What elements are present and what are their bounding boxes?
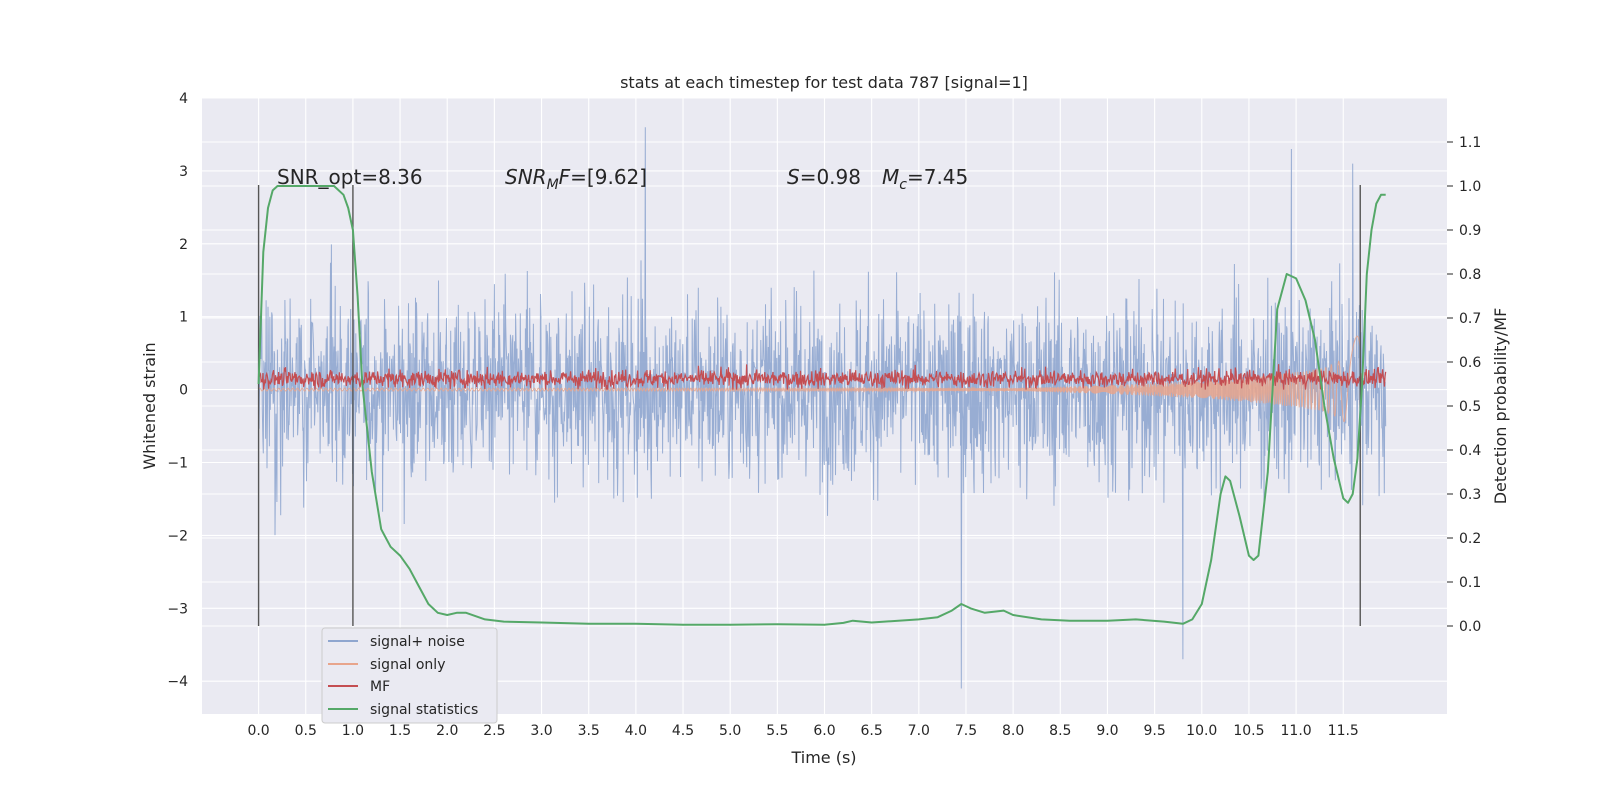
x-axis-label: Time (s)	[790, 748, 856, 767]
signal-only-line	[258, 335, 1361, 423]
legend-label-signal-noise: signal+ noise	[370, 634, 465, 650]
x-tick-label: 4.0	[625, 723, 647, 739]
y2-tick-label: 0.0	[1459, 619, 1481, 635]
x-tick-label: 11.0	[1281, 723, 1312, 739]
y2-tick-label: 0.8	[1459, 267, 1481, 283]
x-tick-label: 5.0	[719, 723, 741, 739]
y-axis-ticks: 4 3 2 1 0 −1 −2 −3 −4	[167, 91, 188, 690]
mf-series	[258, 364, 1387, 390]
x-tick-label: 6.0	[813, 723, 835, 739]
x-axis-ticks: 0.0 0.5 1.0 1.5 2.0 2.5 3.0 3.5 4.0 4.5 5.0 5.5 6.0 6…	[247, 723, 1358, 739]
annotation-snr-opt: SNR_opt=8.36	[277, 165, 423, 189]
y-tick-label: 1	[179, 310, 188, 326]
annotation-snr-mf: SNRMF=[9.62]	[505, 165, 647, 193]
legend-box	[321, 627, 498, 724]
y-tick-label: 3	[179, 164, 188, 180]
y2-tick-label: 0.2	[1459, 531, 1481, 547]
x-tick-label: 9.0	[1096, 723, 1118, 739]
x-tick-label: 7.0	[908, 723, 930, 739]
legend-label-signal-only: signal only	[370, 657, 445, 673]
x-tick-label: 8.0	[1002, 723, 1024, 739]
x-tick-label: 10.0	[1186, 723, 1217, 739]
mf-line	[258, 364, 1387, 390]
x-tick-label: 4.5	[672, 723, 694, 739]
y2-tick-label: 0.7	[1459, 311, 1481, 327]
x-tick-label: 11.5	[1328, 723, 1359, 739]
signal-statistics-line	[257, 185, 1386, 626]
y2-tick-label: 0.3	[1459, 487, 1481, 503]
y2-tick-label: 0.5	[1459, 399, 1481, 415]
x-tick-label: 2.5	[483, 723, 505, 739]
y2-tick-label: 1.1	[1459, 135, 1481, 151]
y-tick-label: −4	[167, 674, 188, 690]
y2-tick-label: 0.1	[1459, 575, 1481, 591]
y2-tick-label: 1.0	[1459, 179, 1481, 195]
x-tick-label: 1.5	[389, 723, 411, 739]
x-tick-label: 7.5	[955, 723, 977, 739]
y-tick-label: −3	[167, 601, 188, 617]
x-tick-label: 3.0	[530, 723, 552, 739]
y-tick-label: 4	[179, 91, 188, 107]
x-tick-label: 9.5	[1143, 723, 1165, 739]
y-tick-label: 2	[179, 237, 188, 253]
y-axis-label: Whitened strain	[140, 342, 159, 469]
signal-only-series	[258, 335, 1361, 423]
y2-axis-ticks: 0.0 0.1 0.2 0.3 0.4 0.5 0.6 0.7 0.8 0.9 1.0 1.1	[1447, 135, 1481, 635]
signal-statistics-series	[257, 185, 1386, 626]
y-tick-label: 0	[179, 383, 188, 399]
x-tick-label: 0.5	[295, 723, 317, 739]
y2-tick-label: 0.4	[1459, 443, 1481, 459]
legend-label-mf: MF	[370, 679, 390, 695]
x-tick-label: 2.0	[436, 723, 458, 739]
annotation-s: S=0.98	[787, 165, 861, 189]
x-tick-label: 3.5	[578, 723, 600, 739]
x-tick-label: 6.5	[861, 723, 883, 739]
y-tick-label: −1	[167, 455, 188, 471]
x-tick-label: 10.5	[1233, 723, 1264, 739]
y2-axis-label: Detection probability/MF	[1491, 308, 1510, 505]
y-tick-label: −2	[167, 528, 188, 544]
x-tick-label: 1.0	[342, 723, 364, 739]
annotation-mc: Mc=7.45	[882, 165, 968, 193]
x-tick-label: 0.0	[247, 723, 269, 739]
y2-tick-label: 0.9	[1459, 223, 1481, 239]
chart-title: stats at each timestep for test data 787…	[620, 73, 1028, 92]
y2-tick-label: 0.6	[1459, 355, 1481, 371]
x-tick-label: 8.5	[1049, 723, 1071, 739]
legend-label-signal-statistics: signal statistics	[370, 702, 478, 718]
legend: signal+ noise signal only MF signal stat…	[321, 627, 498, 724]
x-tick-label: 5.5	[766, 723, 788, 739]
